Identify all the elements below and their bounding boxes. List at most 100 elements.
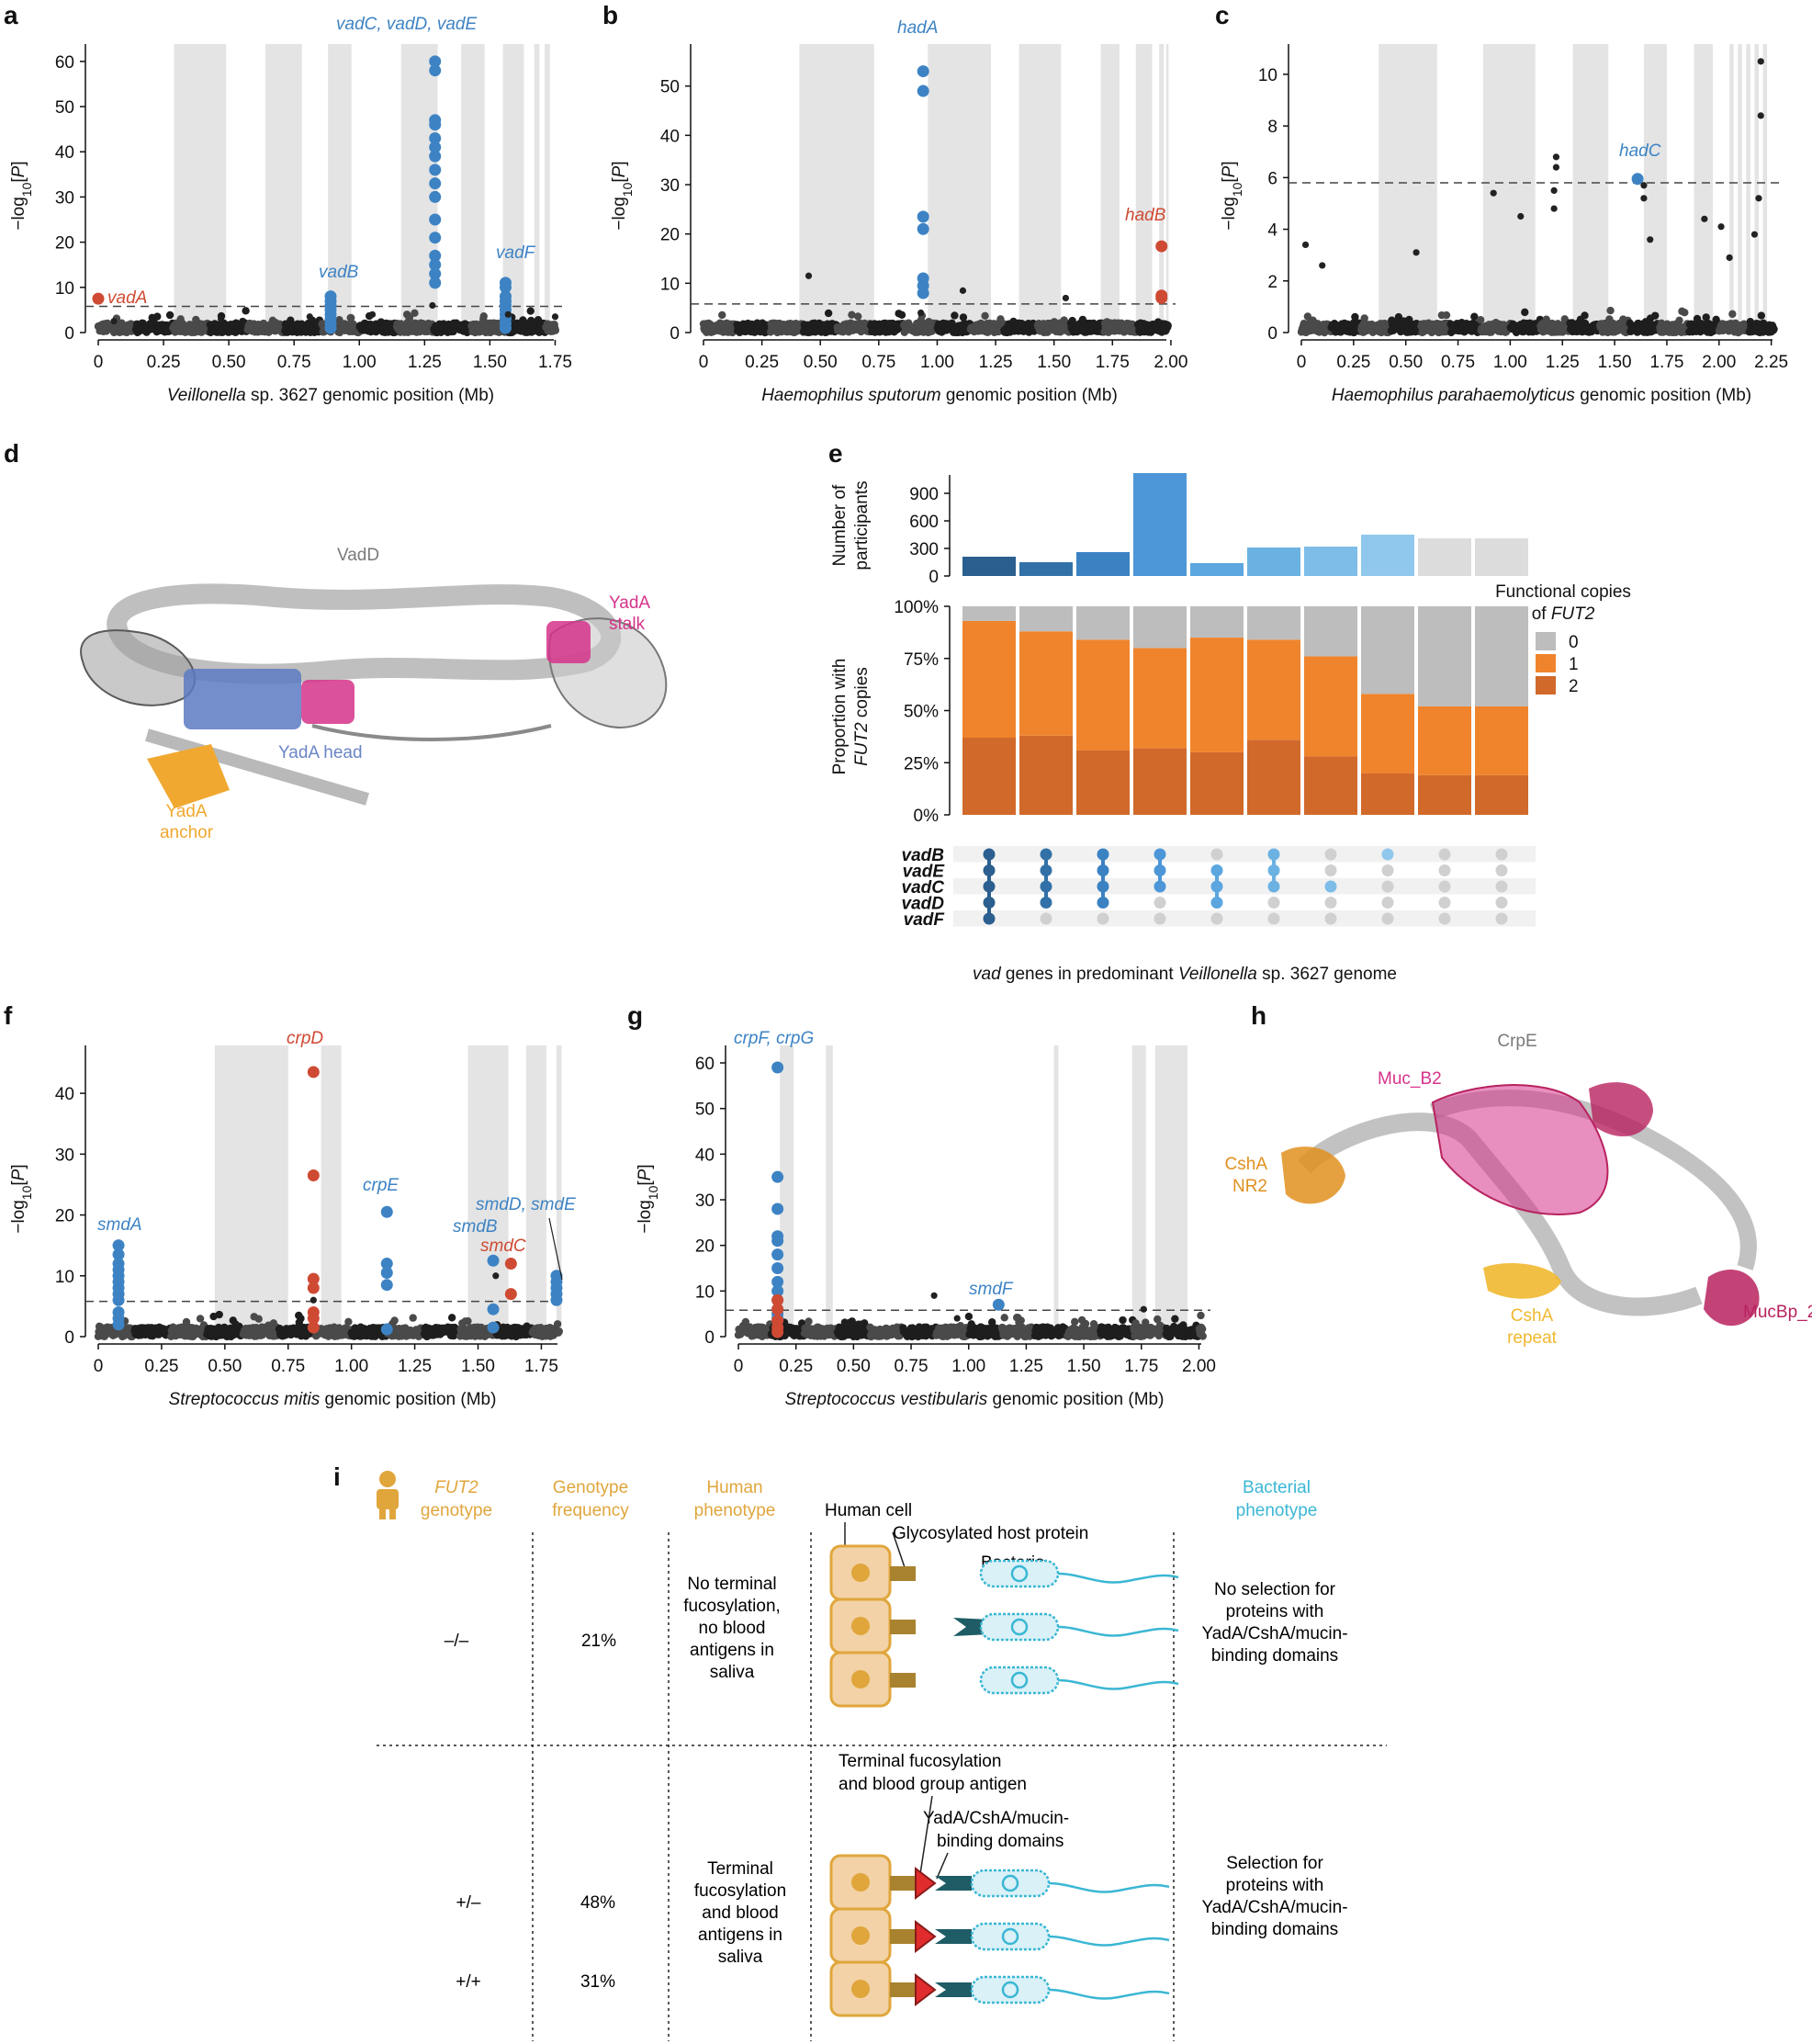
label-yada-stalk-1: YadA bbox=[609, 593, 650, 613]
y-tick-label: 50 bbox=[660, 78, 680, 97]
series-vadB bbox=[324, 290, 337, 334]
label-yada-anchor-2: anchor bbox=[160, 823, 214, 842]
y-tick-label: 50 bbox=[695, 1101, 715, 1120]
y-axis-label: −log10[P] bbox=[610, 161, 635, 230]
y-tick-label: 30 bbox=[55, 1146, 74, 1165]
data-point bbox=[959, 287, 967, 294]
stack-seg-1-col-9 bbox=[1418, 706, 1471, 775]
legend-swatch-1 bbox=[1536, 654, 1556, 672]
annot-vadC-vadD-vadE: vadC, vadD, vadE bbox=[336, 15, 477, 34]
point bbox=[153, 312, 162, 321]
y-tick-label: 10 bbox=[1258, 66, 1277, 85]
point bbox=[411, 309, 419, 318]
data-point bbox=[429, 267, 442, 280]
x-tick-label: 0.50 bbox=[837, 1357, 871, 1376]
data-point bbox=[1755, 195, 1762, 202]
legend-swatch-2 bbox=[1536, 676, 1556, 695]
point bbox=[1119, 1316, 1127, 1325]
legend-label-1: 1 bbox=[1569, 655, 1579, 674]
data-point bbox=[380, 1266, 393, 1279]
matrix-dot bbox=[983, 848, 996, 861]
data-point bbox=[1757, 58, 1764, 65]
shaded-block-4 bbox=[461, 44, 485, 333]
data-point bbox=[1717, 223, 1725, 231]
x-tick-label: 1.25 bbox=[1546, 353, 1580, 372]
x-tick-label: 1.50 bbox=[1598, 353, 1632, 372]
annot-smdC: smdC bbox=[480, 1237, 526, 1256]
data-point bbox=[218, 315, 225, 322]
annot-crpF-crpG: crpF, crpG bbox=[734, 1029, 814, 1048]
y-axis-label: −log10[P] bbox=[9, 161, 34, 230]
panel-letter-a: a bbox=[4, 1, 18, 29]
data-point bbox=[380, 1205, 393, 1218]
legend-label-0: 0 bbox=[1569, 633, 1579, 652]
data-point bbox=[917, 210, 929, 223]
shaded-block-8 bbox=[1754, 44, 1759, 333]
y-tick-label: 30 bbox=[695, 1191, 715, 1211]
x-tick-label: 1.50 bbox=[1037, 353, 1071, 372]
data-point bbox=[492, 1272, 500, 1280]
y-tick-label: 40 bbox=[55, 143, 74, 163]
x-tick-label: 1.75 bbox=[1096, 353, 1130, 372]
shaded-block-0 bbox=[214, 1045, 288, 1337]
data-point bbox=[499, 281, 512, 294]
data-point bbox=[771, 1248, 784, 1261]
series-crpE bbox=[380, 1205, 393, 1336]
shaded-block-0 bbox=[799, 44, 874, 333]
stack-seg-2-col-7 bbox=[1304, 756, 1357, 815]
stack-seg-0-col-3 bbox=[1076, 606, 1130, 640]
point bbox=[1017, 1316, 1025, 1325]
annot-smdA: smdA bbox=[97, 1215, 142, 1235]
stack-seg-1-col-2 bbox=[1019, 631, 1073, 736]
panel-letter-c: c bbox=[1215, 1, 1230, 29]
data-point bbox=[1552, 153, 1560, 161]
data-point bbox=[551, 313, 559, 321]
y-tick-label: 0 bbox=[64, 324, 74, 344]
shaded-block-2 bbox=[1053, 1045, 1059, 1337]
x-tick-label: 2.00 bbox=[1154, 353, 1187, 372]
y-tick-label: 40 bbox=[55, 1085, 74, 1104]
vadd-fold-left bbox=[80, 629, 197, 706]
data-point bbox=[429, 249, 442, 262]
shaded-block-5 bbox=[1159, 44, 1165, 333]
vadd-loop bbox=[311, 724, 552, 741]
y-tick-label: 4 bbox=[1267, 221, 1277, 241]
shaded-block-4 bbox=[1694, 44, 1713, 333]
stack-seg-2-col-1 bbox=[962, 738, 1016, 815]
point bbox=[1198, 1325, 1207, 1333]
y-axis-label: −log10[P] bbox=[9, 1164, 34, 1233]
data-point bbox=[429, 150, 442, 163]
point bbox=[1681, 309, 1689, 317]
data-point bbox=[805, 272, 813, 279]
data-point bbox=[307, 1321, 320, 1334]
data-point bbox=[771, 1203, 784, 1215]
point bbox=[555, 1327, 563, 1336]
shaded-block-7 bbox=[1746, 44, 1750, 333]
x-tick-label: 0.50 bbox=[208, 1357, 242, 1376]
bottom-y-tick-label: 25% bbox=[904, 754, 939, 774]
data-point bbox=[499, 322, 512, 334]
data-point bbox=[992, 1298, 1005, 1311]
x-tick-label: 1.75 bbox=[524, 1357, 558, 1376]
annot-smdB: smdB bbox=[453, 1217, 498, 1237]
y-axis-label: −log10[P] bbox=[636, 1164, 660, 1233]
point bbox=[951, 311, 959, 320]
x-tick-label: 1.00 bbox=[951, 1357, 985, 1376]
data-point bbox=[771, 1061, 784, 1074]
label-yada-head: YadA head bbox=[278, 743, 363, 762]
annot-vadA: vadA bbox=[107, 288, 147, 308]
annot-vadB: vadB bbox=[319, 263, 359, 282]
data-point bbox=[307, 1169, 320, 1182]
point bbox=[1442, 311, 1451, 320]
data-point bbox=[110, 318, 118, 325]
point bbox=[718, 311, 726, 320]
data-point bbox=[1757, 112, 1764, 119]
data-point bbox=[310, 1296, 317, 1304]
point bbox=[1197, 1311, 1205, 1320]
stack-seg-0-col-7 bbox=[1304, 606, 1357, 657]
point bbox=[1071, 1317, 1079, 1327]
gene-label-vadF: vadF bbox=[904, 910, 946, 930]
